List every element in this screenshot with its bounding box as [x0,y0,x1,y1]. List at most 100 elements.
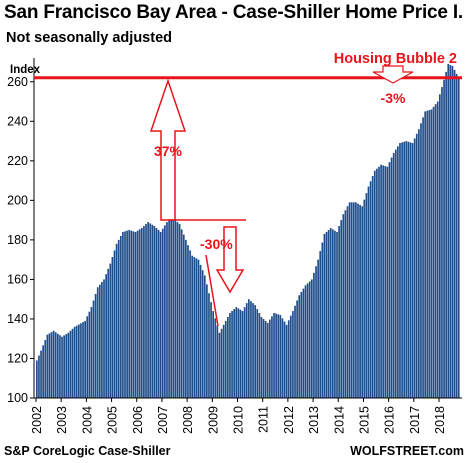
bar [264,320,267,398]
y-tick-label: 220 [7,154,28,168]
bar [390,157,393,398]
bars-group [36,63,460,399]
bar [350,202,353,398]
bar [210,302,212,398]
bar [69,330,72,398]
bar [197,259,200,398]
bar [50,332,53,398]
bar [384,166,387,398]
bar [218,332,221,398]
bar [214,318,217,398]
bar [342,214,345,398]
bar [271,316,273,398]
housing-bubble-2-label: Housing Bubble 2 [334,51,457,67]
source-label: S&P CoreLogic Case-Shiller [4,444,171,458]
bar [420,123,422,399]
bar [216,325,219,398]
bar [329,228,332,398]
x-tick-label: 2005 [106,406,120,434]
x-tick-label: 2018 [433,406,447,434]
bar [449,64,452,399]
bar [82,322,84,398]
bar [252,303,254,398]
bar [363,199,366,398]
bar [54,332,57,398]
bar [245,303,248,398]
bar [357,203,359,398]
bar [220,328,223,398]
x-tick-label: 2014 [332,406,346,434]
bar [266,322,269,398]
bar [166,222,168,398]
bar [250,301,252,398]
bar [180,229,183,398]
y-tick-label: 240 [7,114,28,128]
bar [248,299,250,398]
y-axis: 100 120 140 160 180 200 220 240 260 [7,58,35,405]
bar [84,320,86,398]
bar [86,316,89,398]
bar [208,293,210,398]
bar [258,313,261,398]
bar [361,206,364,398]
bar [392,152,395,398]
bar [346,206,349,398]
y-tick-label: 160 [7,272,28,286]
bar [306,283,309,398]
bar [447,63,450,398]
bar [256,309,259,398]
bar [262,318,265,398]
decline-label: -30% [200,236,233,252]
bar [323,233,326,398]
bar [275,313,277,398]
bar [319,251,322,398]
bar [73,326,76,398]
bar [88,311,91,398]
bar [75,325,78,398]
bar [115,243,118,398]
bar [331,229,334,398]
bar [407,141,410,398]
bar [174,220,177,398]
bar [147,222,149,398]
bar [344,210,347,398]
bar [203,275,206,398]
bar [36,360,38,398]
bar [38,355,40,398]
bar [403,141,406,398]
bar [130,230,133,398]
bar [231,311,233,398]
bar [151,224,154,398]
bar [348,202,351,398]
bar [455,73,458,399]
bar [145,224,147,398]
bar [422,117,424,398]
bar [287,320,290,398]
bar [224,320,227,398]
bar [386,166,389,398]
bar [159,231,162,398]
bar [380,164,382,398]
bar [67,332,70,398]
bar [243,307,246,398]
bar [453,69,456,398]
bar [241,311,244,398]
bar [394,149,397,398]
bar [164,225,166,398]
bar [340,220,343,398]
bar [292,311,294,398]
bar [424,111,427,398]
y-tick-label: 140 [7,312,28,326]
bar [304,285,307,398]
bar [206,284,208,398]
bar [199,264,202,398]
bar [138,229,141,398]
y-axis-label: Index [10,64,41,76]
bar [352,202,355,398]
small-down-arrow [372,65,414,84]
bar [149,223,152,398]
bar [371,175,374,398]
bar [212,311,215,398]
bar [40,350,42,398]
bar [65,334,68,398]
